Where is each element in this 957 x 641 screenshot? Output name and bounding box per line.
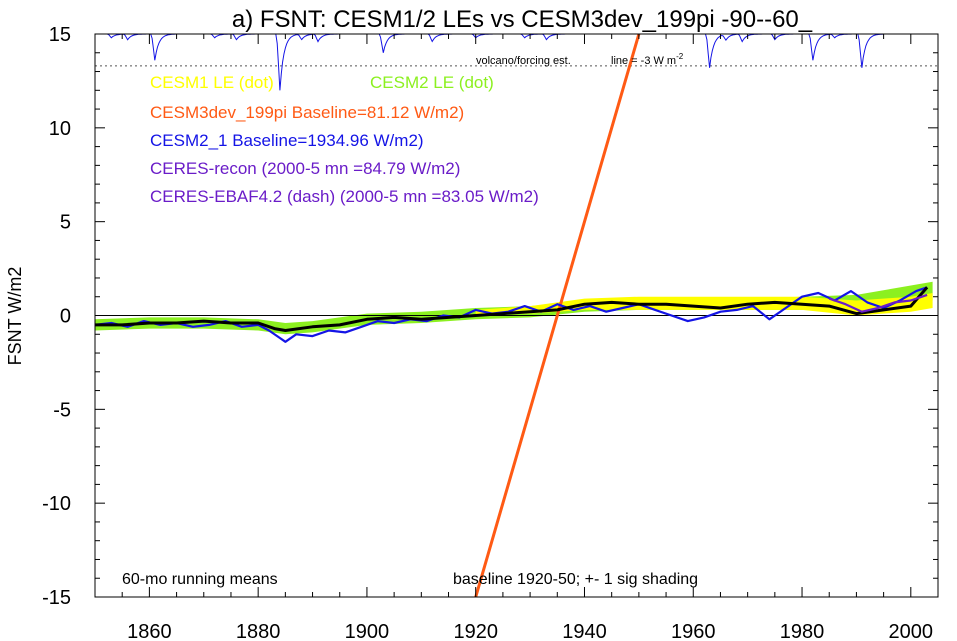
x-tick-label: 1900 [345,621,390,641]
volcano-label: volcano/forcing est. [476,55,571,67]
x-tick-label: 1940 [562,621,607,641]
series-line-0 [474,34,641,597]
volcano-line-label-superscript: -2 [676,52,684,61]
y-axis-label: FSNT W/m2 [5,267,25,366]
note-running-means: 60-mo running means [122,571,278,588]
legend-entry-5: CERES-EBAF4.2 (dash) (2000-5 mn =83.05 W… [150,187,539,206]
y-tick-label: 5 [60,212,71,234]
legend-entry-0: CESM1 LE (dot) [150,73,274,92]
plot-area: -15 -10 -5 0 5 10 15 1860 1880 1900 1920 1940 1960 19… [42,24,939,641]
legend-entry-3: CESM2_1 Baseline=1934.96 W/m2) [150,131,424,150]
legend-entry-4: CERES-recon (2000-5 mn =84.79 W/m2) [150,159,460,178]
x-tick-label: 1960 [671,621,716,641]
y-tick-label: -10 [42,493,71,515]
chart-title: a) FSNT: CESM1/2 LEs vs CESM3dev_199pi -… [232,6,813,33]
series-line-2 [95,286,929,332]
x-tick-label: 1980 [780,621,825,641]
note-baseline: baseline 1920-50; +- 1 sig shading [453,571,698,588]
legend-entry-2: CESM3dev_199pi Baseline=81.12 W/m2) [150,103,464,122]
y-tick-label: 10 [49,118,71,140]
series-line-3 [828,293,928,313]
volcano-line-label: line = -3 W m-2 [611,52,684,67]
x-tick-label: 1920 [453,621,498,641]
legend-entry-1: CESM2 LE (dot) [370,73,494,92]
plot-clipped-layer [95,34,938,597]
x-tick-label: 1880 [236,621,281,641]
x-tick-label: 1860 [127,621,172,641]
band-1 [475,293,933,316]
y-tick-label: 0 [60,306,71,328]
y-tick-label: -15 [42,587,71,609]
y-tick-label: 15 [49,24,71,46]
x-tick-label: 2000 [889,621,934,641]
y-tick-label: -5 [53,399,71,421]
volcano-forcing-line [95,34,938,91]
